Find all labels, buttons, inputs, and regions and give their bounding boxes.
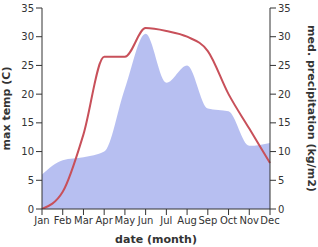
svg-text:15: 15 [21,117,34,128]
svg-text:5: 5 [28,175,34,186]
svg-text:10: 10 [21,146,34,157]
svg-text:Jan: Jan [33,215,49,226]
svg-text:May: May [115,215,136,226]
svg-text:max temp (C): max temp (C) [8,67,13,151]
svg-text:10: 10 [278,146,291,157]
svg-text:35: 35 [278,3,291,14]
svg-text:Jun: Jun [137,215,154,226]
svg-text:med. precipitation (kg/m2): med. precipitation (kg/m2) [305,25,310,192]
svg-text:Sep: Sep [198,215,217,226]
svg-text:25: 25 [278,60,291,71]
svg-text:date (month): date (month) [115,233,197,246]
svg-text:15: 15 [278,117,291,128]
svg-text:Oct: Oct [220,215,237,226]
svg-text:5: 5 [278,175,284,186]
svg-text:Dec: Dec [260,215,279,226]
svg-text:20: 20 [21,89,34,100]
svg-text:Mar: Mar [74,215,94,226]
svg-text:Apr: Apr [96,215,114,226]
svg-text:30: 30 [278,31,291,42]
svg-text:35: 35 [21,3,34,14]
svg-text:Aug: Aug [177,215,197,226]
svg-text:0: 0 [28,204,34,215]
svg-text:30: 30 [21,31,34,42]
svg-text:Nov: Nov [240,215,260,226]
svg-text:Feb: Feb [54,215,72,226]
svg-text:20: 20 [278,89,291,100]
svg-text:25: 25 [21,60,34,71]
svg-text:0: 0 [278,204,284,215]
svg-text:Jul: Jul [159,215,172,226]
